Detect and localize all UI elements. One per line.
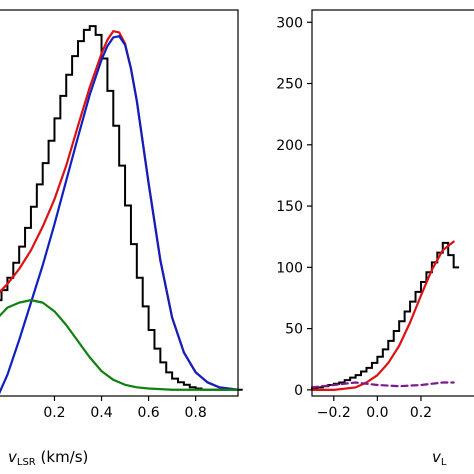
left-histogram — [0, 25, 243, 391]
left-axes-frame — [0, 9, 239, 397]
left-fit-curve-1 — [0, 35, 240, 395]
right-x-axis-label: vL — [432, 448, 447, 468]
left-x-tick-label: 0.8 — [185, 405, 207, 421]
right-y-tick-label: 100 — [276, 260, 303, 276]
right-y-tick-label: 200 — [276, 138, 303, 154]
right-fit-curves — [310, 240, 455, 391]
left-fit-curves — [0, 30, 240, 395]
right-x-tick-label: −0.2 — [317, 405, 351, 421]
left-fit-curve-0 — [0, 30, 240, 391]
right-fit-curve-0 — [310, 240, 455, 391]
right-histogram — [311, 241, 460, 390]
left-x-tick-label: 0.4 — [90, 405, 112, 421]
right-y-tick-label: 50 — [285, 322, 303, 338]
right-panel: −0.2 0.0 0.2 0 50 100 150 200 250 300 vL — [276, 9, 474, 468]
right-x-tick-label: 0.2 — [410, 405, 432, 421]
left-panel: 0.2 0.4 0.6 0.8 vLSR (km/s) — [0, 9, 243, 468]
left-x-ticks: 0.2 0.4 0.6 0.8 — [43, 396, 207, 421]
left-x-axis-label: vLSR (km/s) — [8, 448, 88, 468]
right-histogram-steps — [311, 241, 460, 390]
right-x-tick-label: 0.0 — [366, 405, 388, 421]
left-x-tick-label: 0.6 — [137, 405, 159, 421]
left-x-axis-subscript: LSR — [17, 457, 36, 468]
right-y-ticks: 0 50 100 150 200 250 300 — [276, 15, 312, 399]
left-histogram-steps — [0, 25, 243, 391]
right-axes-frame — [311, 9, 474, 397]
left-fit-curve-2 — [0, 299, 240, 391]
right-y-tick-label: 250 — [276, 77, 303, 93]
right-x-axis-subscript: L — [441, 457, 447, 468]
right-x-ticks: −0.2 0.0 0.2 — [317, 396, 432, 421]
left-x-tick-label: 0.2 — [43, 405, 65, 421]
right-fit-curve-1 — [310, 381, 455, 389]
left-x-axis-unit: (km/s) — [36, 448, 89, 466]
right-y-tick-label: 0 — [294, 383, 303, 399]
right-y-tick-label: 150 — [276, 199, 303, 215]
right-x-axis-symbol: v — [432, 448, 442, 466]
left-x-axis-symbol: v — [8, 448, 18, 466]
right-y-tick-label: 300 — [276, 15, 303, 31]
